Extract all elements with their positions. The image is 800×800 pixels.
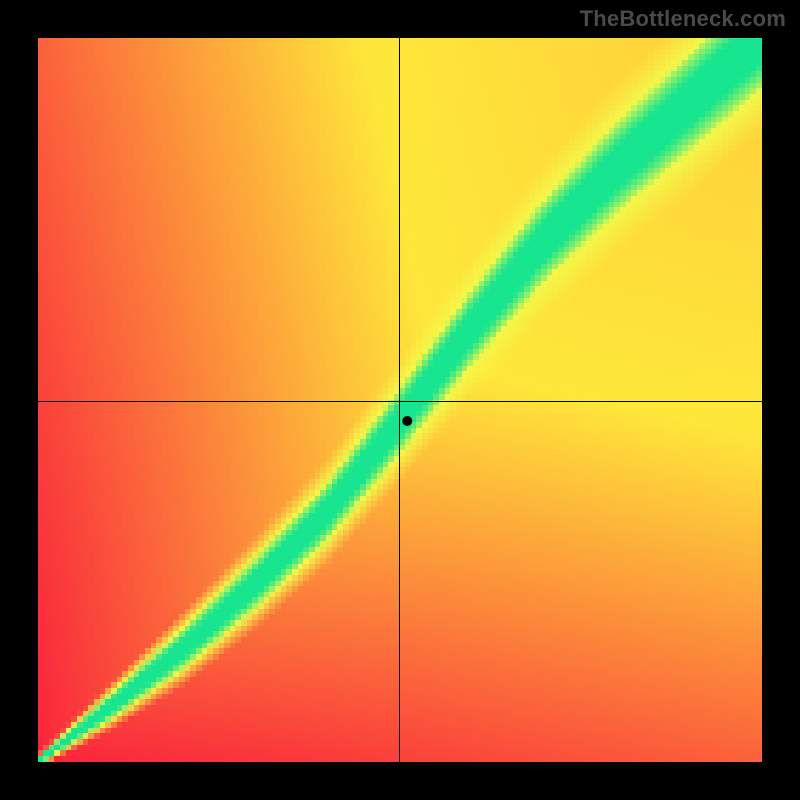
heatmap-plot — [38, 38, 762, 762]
watermark-text: TheBottleneck.com — [580, 6, 786, 32]
chart-stage: TheBottleneck.com — [0, 0, 800, 800]
heatmap-canvas — [38, 38, 762, 762]
